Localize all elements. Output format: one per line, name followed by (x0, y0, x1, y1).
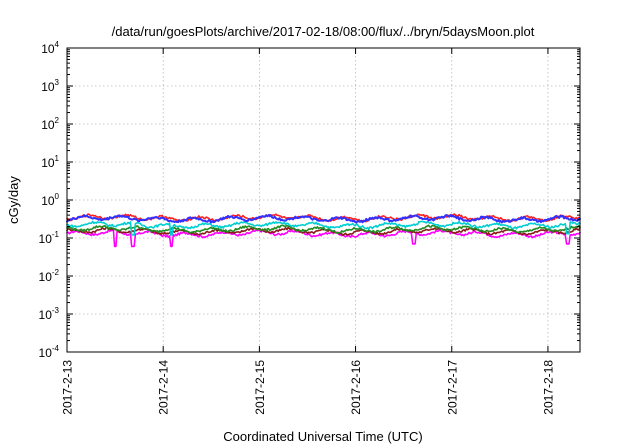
series-layer (66, 213, 581, 248)
y-tick-label: 100 (41, 192, 59, 208)
y-axis-label: cGy/day (6, 176, 21, 224)
y-tick-label: 10-1 (39, 230, 60, 246)
series-line (66, 224, 581, 234)
x-axis: 2017-2-13 2017-2-14 2017-2-15 2017-2-16 2017… (61, 48, 555, 415)
x-tick-label: 2017-2-14 (157, 360, 171, 415)
y-tick-label: 103 (41, 78, 59, 94)
x-tick-label: 2017-2-16 (349, 360, 363, 415)
y-tick-label: 101 (41, 154, 59, 170)
series-line (66, 226, 581, 236)
x-tick-label: 2017-2-13 (61, 360, 75, 415)
x-tick-label: 2017-2-15 (253, 360, 267, 415)
series-line (66, 220, 581, 236)
y-tick-label: 10-4 (39, 344, 60, 360)
series-line (66, 214, 581, 224)
y-tick-label: 102 (41, 116, 59, 132)
y-tick-label: 10-2 (39, 268, 60, 284)
x-tick-label: 2017-2-17 (445, 360, 459, 415)
x-axis-label: Coordinated Universal Time (UTC) (223, 429, 422, 444)
grid (67, 48, 580, 352)
y-tick-label: 10-3 (39, 306, 60, 322)
chart-title: /data/run/goesPlots/archive/2017-02-18/0… (112, 24, 535, 39)
x-tick-label: 2017-2-18 (541, 360, 555, 415)
y-tick-label: 104 (41, 40, 59, 56)
